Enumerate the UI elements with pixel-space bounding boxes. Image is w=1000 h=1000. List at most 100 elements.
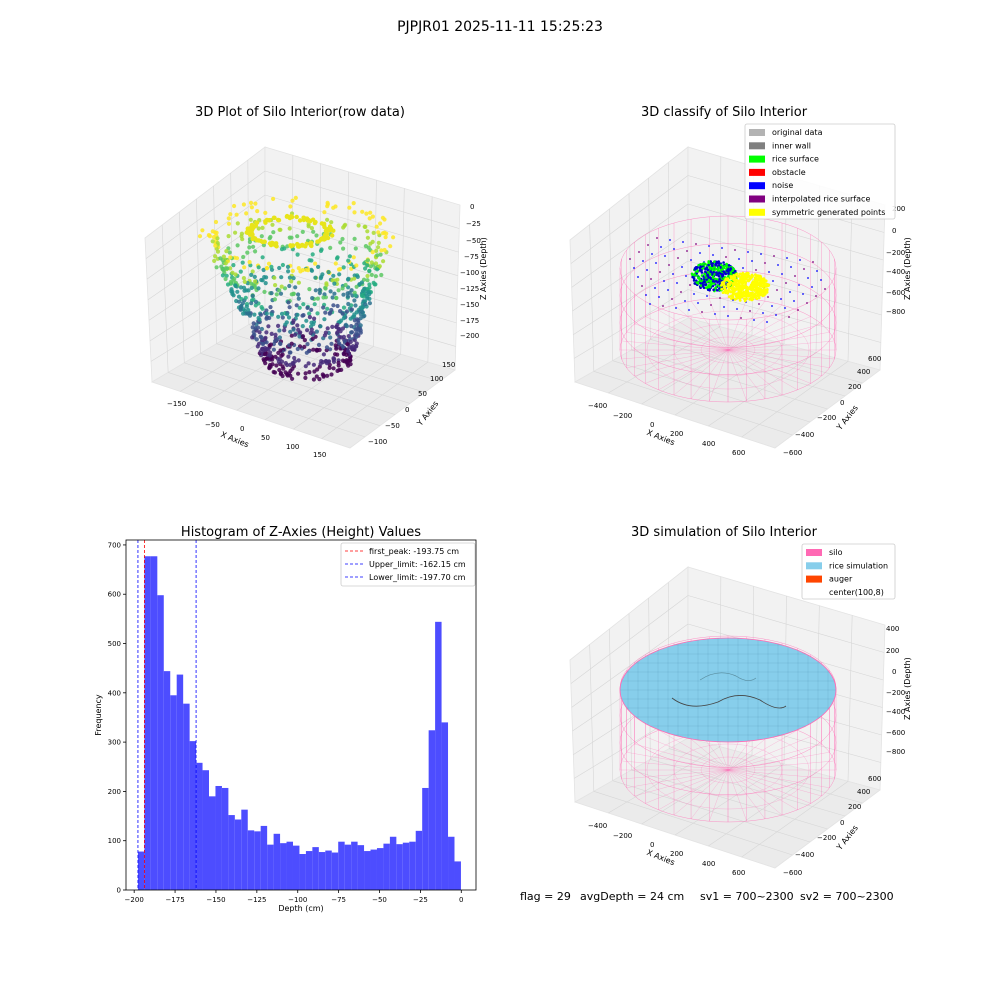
classify-point: [751, 280, 755, 284]
histogram-legend-frame: [340, 542, 476, 587]
raw-point: [362, 224, 367, 229]
histogram-bar: [267, 844, 274, 890]
raw-point: [376, 240, 381, 245]
grid-line: [741, 361, 849, 438]
footer-status: flag = 29 avgDepth = 24 cm sv1 = 700~230…: [520, 890, 894, 903]
raw-point: [370, 214, 375, 219]
classify-x-tick: 400: [702, 440, 715, 448]
classify-point: [720, 287, 724, 291]
raw-point: [321, 295, 326, 300]
raw-point: [316, 342, 322, 347]
grid-line: [146, 194, 266, 280]
classify-point: [746, 273, 750, 277]
simulation-z-tick: −800: [886, 748, 905, 756]
classify-point: [692, 279, 696, 282]
simulation-z-ticks: 400 200 0 −200 −400 −600 −800: [886, 625, 905, 756]
simulation-rice-surface: [619, 637, 837, 743]
raw-point: [349, 307, 354, 312]
classify-point: [715, 289, 719, 292]
classify-point: [712, 282, 716, 285]
simulation-x-tick: 600: [732, 869, 745, 877]
classify-legend-swatch: [749, 168, 765, 176]
histogram-x-tick-label: −175: [165, 896, 184, 904]
classify-point: [739, 281, 743, 284]
classify-point: [721, 247, 723, 249]
raw-point: [268, 350, 273, 355]
raw-point: [268, 364, 273, 369]
histogram-x-tick-label: −125: [247, 896, 266, 904]
raw-point: [260, 225, 265, 230]
classify-point: [751, 291, 754, 295]
raw-point: [225, 282, 231, 287]
raw-point: [253, 299, 259, 304]
raw-point: [365, 263, 370, 268]
histogram-y-tick-label: 700: [108, 541, 121, 549]
raw-point: [344, 352, 349, 357]
raw-point: [228, 212, 233, 217]
classify-point: [699, 263, 702, 266]
histogram-y-tick-label: 200: [108, 788, 121, 796]
raw-point: [271, 230, 276, 235]
raw-point: [308, 219, 313, 224]
raw-point: [297, 218, 303, 223]
raw-point: [214, 265, 219, 270]
classify-x-tick: −400: [588, 402, 607, 410]
raw-point: [295, 312, 300, 317]
classify-legend-swatch: [749, 195, 765, 203]
classify-point: [689, 284, 691, 286]
raw-point: [278, 291, 284, 296]
raw-point: [383, 235, 388, 240]
classify-point: [728, 282, 732, 286]
classify-point: [758, 274, 762, 278]
classify-point: [706, 268, 710, 272]
classify-point: [732, 275, 736, 278]
raw-point: [223, 261, 228, 266]
grid-line: [264, 346, 374, 420]
classify-point: [712, 288, 715, 292]
raw-point: [253, 201, 258, 206]
classify-z-tick: −800: [886, 308, 905, 316]
classify-point: [798, 284, 800, 286]
raw-point: [296, 266, 301, 271]
histogram-bar: [312, 847, 319, 890]
raw-point: [340, 358, 346, 363]
classify-point: [695, 279, 698, 283]
raw-point: [304, 267, 309, 272]
histogram-y-tick-label: 400: [108, 689, 121, 697]
simulation-z-tick: 0: [892, 668, 896, 676]
chart-simulation-title: 3D simulation of Silo Interior: [631, 525, 818, 540]
raw-point: [310, 296, 315, 301]
classify-point: [708, 272, 712, 276]
classify-point: [743, 297, 746, 301]
raw-point: [345, 294, 350, 299]
raw-point: [296, 280, 301, 285]
classify-point: [710, 304, 712, 306]
raw-point: [295, 234, 300, 239]
histogram-x-tick-label: −75: [331, 896, 346, 904]
histogram-bar: [402, 842, 410, 890]
classify-point: [755, 280, 759, 284]
raw-point: [234, 212, 239, 217]
raw-point: [234, 256, 240, 261]
raw-point: [348, 316, 353, 321]
chart-histogram: Histogram of Z-Axies (Height) Values −20…: [94, 525, 477, 913]
raw-point: [287, 350, 292, 355]
classify-point: [737, 290, 741, 294]
raw-point: [273, 354, 278, 359]
grid-line: [264, 170, 460, 229]
classify-point: [781, 273, 783, 275]
raw-point: [314, 233, 319, 238]
raw-point: [232, 203, 237, 209]
histogram-bar: [389, 836, 397, 890]
raw-point: [266, 347, 271, 352]
raw-point: [272, 242, 277, 247]
classify-point: [775, 314, 777, 316]
histogram-bar: [247, 830, 255, 890]
classify-point: [739, 287, 743, 290]
raw-point: [236, 294, 242, 299]
classify-point: [740, 317, 742, 319]
raw-point: [317, 287, 322, 292]
raw-point: [334, 346, 339, 351]
classify-point: [703, 278, 706, 281]
raw-point: [288, 329, 293, 334]
